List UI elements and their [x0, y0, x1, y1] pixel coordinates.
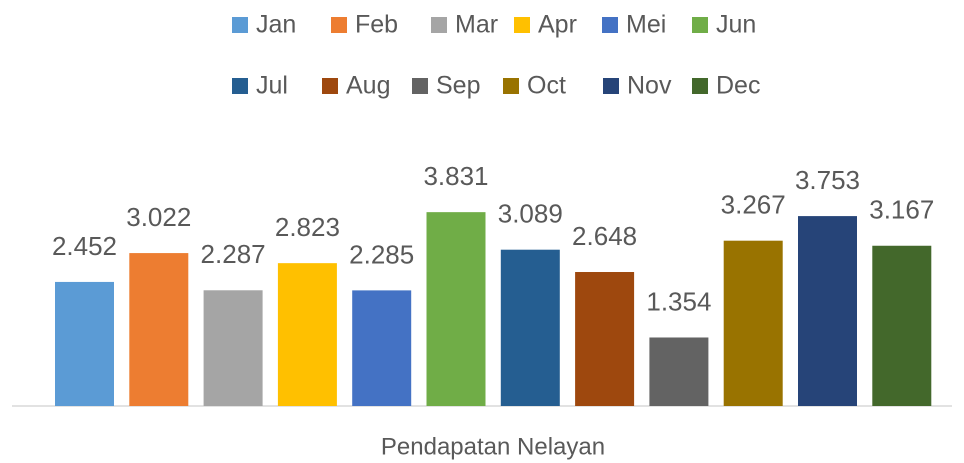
legend-swatch — [412, 78, 428, 94]
value-label: 2.823 — [275, 212, 340, 242]
bar — [500, 249, 560, 406]
legend-label: Feb — [355, 11, 398, 39]
bar — [352, 290, 412, 406]
bar — [426, 212, 486, 406]
bar — [575, 272, 635, 406]
value-label: 3.167 — [869, 195, 934, 225]
legend-swatch — [603, 78, 619, 94]
value-label: 3.267 — [721, 190, 786, 220]
bar — [203, 290, 263, 406]
bar — [277, 263, 337, 406]
bar — [798, 216, 857, 406]
legend-swatch — [602, 17, 618, 33]
legend-label: Jan — [256, 11, 296, 39]
legend-swatch — [514, 17, 530, 33]
legend-swatch — [331, 17, 347, 33]
legend-label: Jun — [716, 11, 756, 39]
value-label: 3.753 — [795, 165, 860, 195]
value-label: 3.022 — [126, 202, 191, 232]
category-label: Pendapatan Nelayan — [381, 433, 605, 460]
bar — [872, 245, 932, 406]
bar — [55, 281, 114, 406]
value-label: 3.831 — [423, 161, 488, 191]
legend-label: Apr — [538, 11, 577, 39]
legend-label: Nov — [627, 72, 672, 100]
value-label: 2.287 — [201, 239, 266, 269]
legend-swatch — [692, 17, 708, 33]
bar — [723, 240, 783, 406]
value-label: 3.089 — [498, 199, 563, 229]
legend-swatch — [322, 78, 338, 94]
legend-label: Sep — [436, 72, 480, 100]
value-label: 2.452 — [52, 231, 117, 261]
legend-swatch — [232, 17, 248, 33]
legend-label: Dec — [716, 72, 760, 100]
legend-label: Oct — [527, 72, 566, 100]
value-label: 1.354 — [646, 286, 711, 316]
bar — [129, 253, 189, 406]
legend-label: Mei — [626, 11, 666, 39]
value-label: 2.648 — [572, 221, 637, 251]
legend-label: Aug — [346, 72, 390, 100]
bar — [649, 337, 709, 406]
legend-swatch — [503, 78, 519, 94]
legend-label: Jul — [256, 72, 288, 100]
value-label: 2.285 — [349, 239, 414, 269]
legend-swatch — [692, 78, 708, 94]
legend-label: Mar — [455, 11, 498, 39]
legend-swatch — [232, 78, 248, 94]
legend-swatch — [431, 17, 447, 33]
